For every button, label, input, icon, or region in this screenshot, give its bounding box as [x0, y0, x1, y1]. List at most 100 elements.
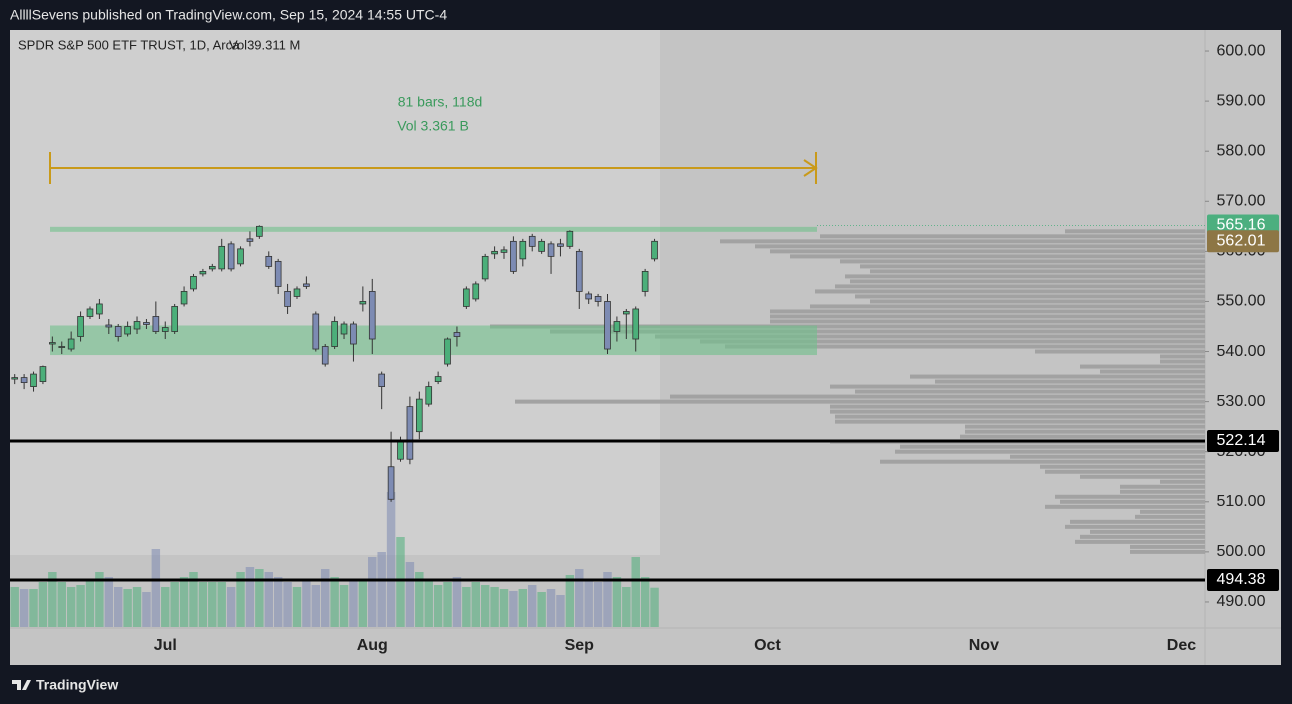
brand: TradingView [12, 677, 118, 693]
profile-bar [1065, 229, 1205, 234]
candle-body [199, 271, 207, 275]
candle-body [293, 288, 301, 297]
candle-body [303, 283, 310, 287]
candle-body [171, 306, 178, 332]
profile-bar [1055, 494, 1205, 499]
profile-bar [1045, 504, 1205, 509]
candle-body [528, 235, 536, 247]
brand-name: TradingView [36, 677, 118, 693]
profile-bar [1130, 549, 1205, 554]
candle-body [312, 313, 320, 350]
profile-bar [965, 429, 1205, 434]
volume-bar [405, 562, 415, 627]
x-tick-label: Sep [565, 637, 595, 654]
profile-bar [1120, 489, 1205, 494]
volume-bar [556, 595, 565, 627]
candle-body [58, 346, 66, 348]
profile-bar [655, 334, 1205, 339]
candle-body [585, 293, 592, 300]
profile-bar [870, 299, 1205, 304]
candle-body [49, 342, 56, 345]
profile-bar [1035, 349, 1205, 354]
candle-body [632, 308, 640, 340]
profile-bar [910, 374, 1205, 379]
candle-body [180, 291, 188, 305]
x-tick-label: Aug [357, 637, 388, 654]
profile-bar [900, 444, 1205, 449]
y-tick-label: 570.00 [1217, 193, 1266, 210]
volume-bar [396, 537, 405, 627]
profile-bar [1040, 464, 1205, 469]
candle-body [397, 441, 404, 460]
volume-bar [57, 582, 66, 627]
candle-body [114, 326, 122, 337]
volume-bar [95, 572, 104, 627]
volume-bar [283, 582, 292, 627]
volume-bar [104, 577, 114, 627]
volume-bar [320, 569, 330, 627]
candle-body [359, 301, 367, 305]
volume-bar [471, 582, 481, 627]
profile-bar [1070, 519, 1205, 524]
profile-bar [1100, 369, 1205, 374]
range-highlight [10, 30, 660, 555]
volume-bar [546, 589, 556, 627]
profile-bar [1080, 474, 1205, 479]
candle-body [30, 373, 37, 387]
candle-body [39, 366, 47, 382]
volume-bar [518, 589, 528, 627]
profile-bar [1080, 364, 1205, 369]
profile-bar [1135, 514, 1205, 519]
candle-body [651, 240, 658, 260]
profile-bar [880, 459, 1205, 464]
volume-bar [236, 572, 245, 627]
y-tick-label: 500.00 [1217, 543, 1266, 560]
volume-bar [584, 579, 593, 627]
candle-body [472, 283, 480, 300]
profile-bar [810, 304, 1205, 309]
volume-bar [527, 585, 537, 627]
candle-body [434, 376, 442, 382]
profile-bar [790, 254, 1205, 259]
profile-bar [935, 379, 1205, 384]
profile-bar [770, 309, 1205, 314]
profile-bar [490, 324, 1205, 329]
volume-bar [443, 582, 452, 627]
candle-body [510, 240, 517, 272]
profile-bar [845, 274, 1205, 279]
price-badge [1207, 230, 1279, 253]
volume-bar [603, 572, 612, 627]
volume-bar [170, 582, 179, 627]
volume-bar [302, 579, 311, 627]
profile-bar [840, 259, 1205, 264]
profile-bar [1140, 509, 1205, 514]
profile-bar [1045, 469, 1205, 474]
profile-bar [830, 384, 1205, 389]
profile-bar [700, 339, 1205, 344]
volume-bar [264, 572, 273, 627]
x-tick-label: Dec [1167, 637, 1196, 654]
candle-body [453, 332, 461, 337]
candle-body [246, 238, 254, 242]
profile-bar [835, 419, 1205, 424]
volume-bar [85, 579, 95, 627]
price-badge-label: 562.01 [1217, 233, 1266, 250]
profile-bar [1060, 499, 1205, 504]
candle-body [143, 322, 150, 325]
volume-bar [650, 587, 659, 627]
volume-bar [10, 587, 19, 627]
candle-body [105, 324, 113, 328]
profile-bar [820, 234, 1205, 239]
volume-bar [480, 585, 490, 627]
legend-volume: Vol39.311 M [229, 37, 300, 52]
volume-bar [113, 587, 123, 627]
volume-bar [66, 587, 76, 627]
candle-body [331, 321, 338, 347]
profile-bar [1130, 544, 1205, 549]
profile-bar [720, 239, 1205, 244]
candle-body [368, 291, 376, 340]
profile-bar [725, 344, 1205, 349]
zone [50, 226, 817, 232]
candle-body [284, 291, 291, 307]
candle-body [604, 301, 611, 350]
